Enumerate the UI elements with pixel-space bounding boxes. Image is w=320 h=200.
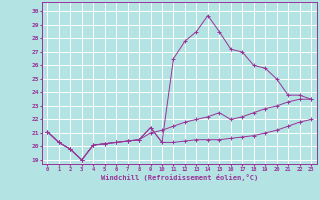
X-axis label: Windchill (Refroidissement éolien,°C): Windchill (Refroidissement éolien,°C) xyxy=(100,174,258,181)
